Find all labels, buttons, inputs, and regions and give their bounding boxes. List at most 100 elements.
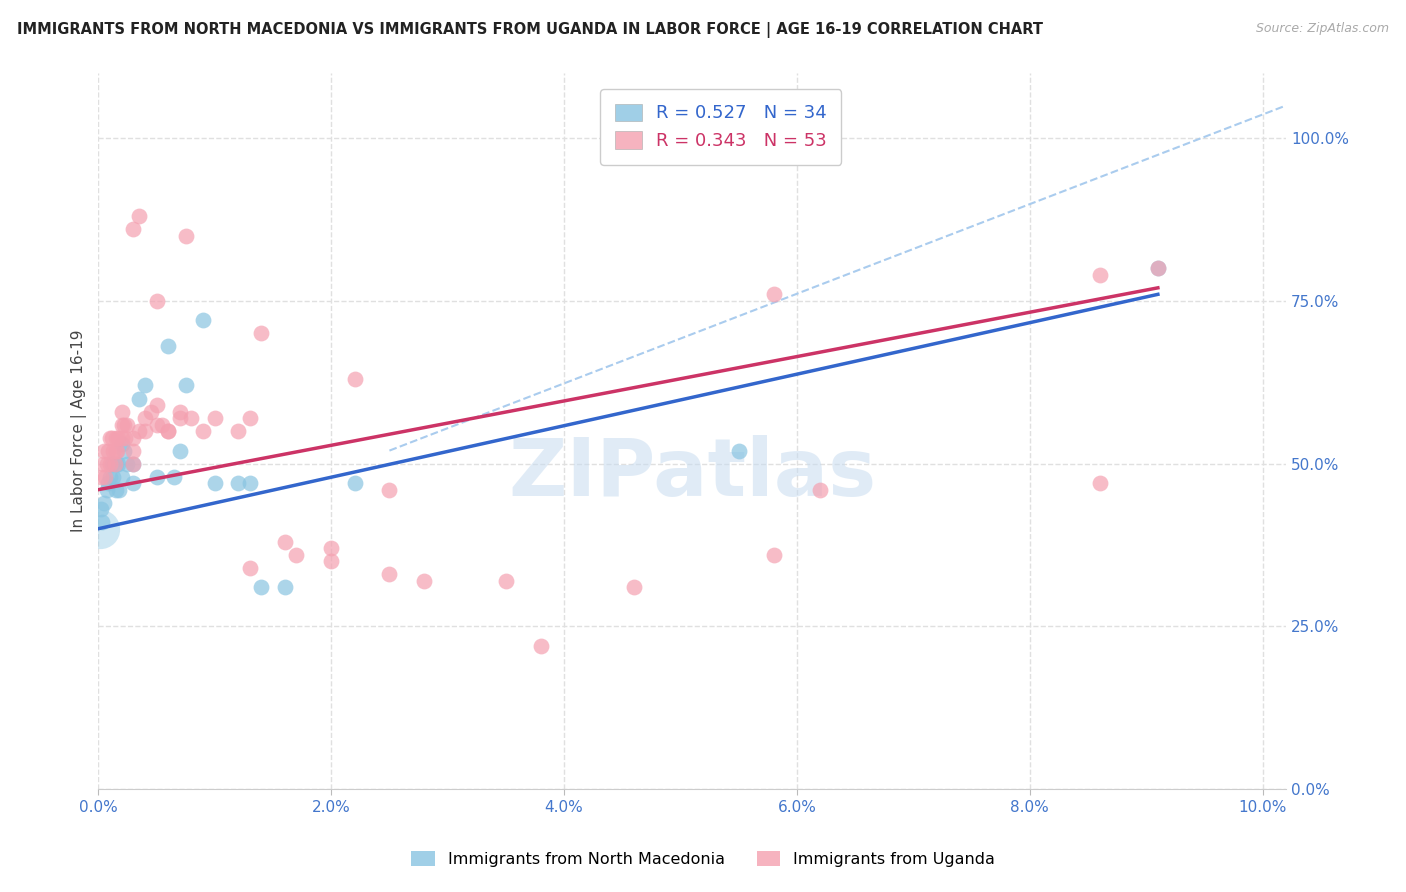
Point	[98, 457, 121, 471]
Point	[530, 639, 553, 653]
Point	[495, 574, 517, 588]
Point	[343, 476, 366, 491]
Point	[89, 522, 111, 536]
Point	[111, 469, 134, 483]
Point	[145, 398, 167, 412]
Point	[114, 431, 136, 445]
Point	[343, 372, 366, 386]
Point	[112, 417, 135, 432]
Text: ZIPatlas: ZIPatlas	[508, 435, 876, 513]
Point	[174, 378, 197, 392]
Point	[90, 515, 112, 529]
Point	[762, 287, 785, 301]
Legend: R = 0.527   N = 34, R = 0.343   N = 53: R = 0.527 N = 34, R = 0.343 N = 53	[600, 89, 841, 165]
Point	[204, 476, 226, 491]
Point	[1088, 476, 1111, 491]
Point	[122, 457, 145, 471]
Point	[117, 457, 139, 471]
Point	[105, 443, 128, 458]
Point	[191, 424, 214, 438]
Point	[111, 417, 134, 432]
Point	[157, 339, 180, 353]
Y-axis label: In Labor Force | Age 16-19: In Labor Force | Age 16-19	[72, 330, 87, 533]
Point	[111, 437, 134, 451]
Legend: Immigrants from North Macedonia, Immigrants from Uganda: Immigrants from North Macedonia, Immigra…	[405, 845, 1001, 873]
Point	[134, 378, 156, 392]
Point	[762, 548, 785, 562]
Point	[157, 424, 180, 438]
Point	[111, 431, 134, 445]
Point	[122, 222, 145, 236]
Point	[727, 443, 749, 458]
Point	[104, 443, 127, 458]
Point	[273, 580, 295, 594]
Point	[128, 424, 150, 438]
Point	[378, 483, 401, 497]
Point	[104, 457, 127, 471]
Point	[250, 326, 273, 341]
Point	[1147, 261, 1170, 276]
Point	[174, 228, 197, 243]
Point	[145, 417, 167, 432]
Point	[134, 411, 156, 425]
Point	[96, 457, 118, 471]
Point	[180, 411, 202, 425]
Point	[97, 443, 120, 458]
Point	[226, 424, 249, 438]
Point	[107, 457, 129, 471]
Point	[1147, 261, 1170, 276]
Point	[285, 548, 308, 562]
Point	[623, 580, 645, 594]
Point	[96, 483, 118, 497]
Point	[90, 502, 112, 516]
Point	[204, 411, 226, 425]
Point	[1088, 268, 1111, 282]
Point	[145, 293, 167, 308]
Point	[107, 431, 129, 445]
Point	[108, 483, 131, 497]
Point	[90, 469, 112, 483]
Point	[128, 392, 150, 406]
Point	[273, 534, 295, 549]
Point	[128, 209, 150, 223]
Point	[239, 476, 262, 491]
Point	[97, 476, 120, 491]
Point	[122, 443, 145, 458]
Point	[91, 457, 114, 471]
Point	[250, 580, 273, 594]
Point	[101, 457, 124, 471]
Point	[111, 404, 134, 418]
Point	[163, 469, 186, 483]
Point	[93, 496, 115, 510]
Point	[169, 443, 191, 458]
Point	[150, 417, 173, 432]
Point	[413, 574, 436, 588]
Point	[139, 404, 162, 418]
Point	[94, 469, 117, 483]
Point	[101, 431, 124, 445]
Point	[93, 443, 115, 458]
Point	[134, 424, 156, 438]
Point	[169, 404, 191, 418]
Point	[112, 443, 135, 458]
Point	[169, 411, 191, 425]
Text: IMMIGRANTS FROM NORTH MACEDONIA VS IMMIGRANTS FROM UGANDA IN LABOR FORCE | AGE 1: IMMIGRANTS FROM NORTH MACEDONIA VS IMMIG…	[17, 22, 1043, 38]
Point	[321, 541, 343, 556]
Point	[117, 417, 139, 432]
Point	[239, 411, 262, 425]
Point	[122, 431, 145, 445]
Point	[103, 469, 125, 483]
Point	[378, 567, 401, 582]
Point	[104, 457, 127, 471]
Point	[103, 443, 125, 458]
Point	[226, 476, 249, 491]
Point	[808, 483, 831, 497]
Point	[98, 469, 121, 483]
Point	[104, 483, 127, 497]
Point	[321, 554, 343, 568]
Point	[104, 431, 127, 445]
Point	[122, 476, 145, 491]
Point	[239, 561, 262, 575]
Point	[157, 424, 180, 438]
Point	[145, 469, 167, 483]
